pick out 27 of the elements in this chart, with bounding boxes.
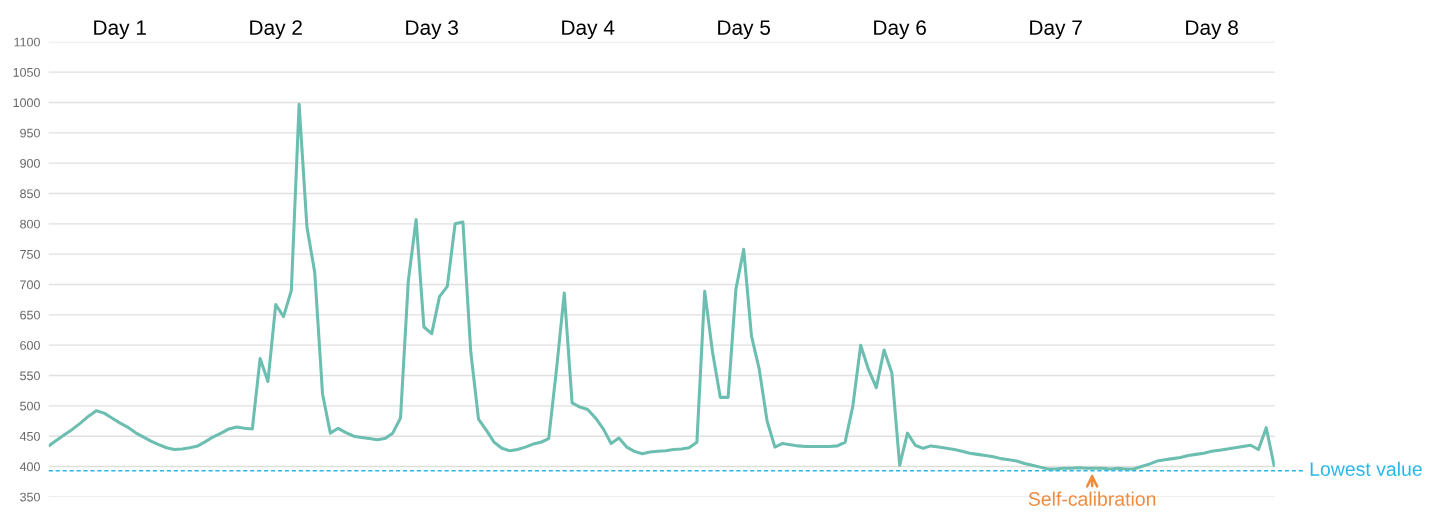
x-tick-label: Day 6 xyxy=(874,20,926,40)
y-tick-label: 750 xyxy=(20,249,40,259)
y-tick-label: 950 xyxy=(20,128,40,138)
annotation: Self-calibration xyxy=(1028,491,1156,506)
y-tick-label: 350 xyxy=(20,492,40,502)
y-tick-label: 600 xyxy=(20,340,40,350)
y-tick-label: 550 xyxy=(20,371,40,381)
y-tick-label: 500 xyxy=(20,401,40,411)
ref-line-label: Lowest value xyxy=(1310,461,1422,476)
y-tick-label: 400 xyxy=(19,462,40,472)
y-tick-label: 900 xyxy=(20,158,40,168)
y-tick-label: 450 xyxy=(19,431,40,441)
line-series xyxy=(48,102,1275,471)
x-tick-label: Day 1 xyxy=(94,20,146,40)
y-tick-label: 1100 xyxy=(14,37,40,47)
x-tick-label: Day 5 xyxy=(718,20,771,40)
x-tick-label: Day 8 xyxy=(1186,20,1238,40)
y-tick-label: 1050 xyxy=(13,67,40,77)
y-tick-label: 850 xyxy=(20,189,40,199)
y-tick-label: 650 xyxy=(20,310,40,320)
y-tick-label: 800 xyxy=(20,219,40,229)
y-tick-label: 700 xyxy=(20,280,40,290)
x-tick-label: Day 3 xyxy=(406,20,458,40)
x-tick-label: Day 2 xyxy=(250,20,302,40)
y-tick-label: 1000 xyxy=(13,98,40,108)
x-tick-label: Day 7 xyxy=(1030,20,1082,40)
x-tick-label: Day 4 xyxy=(562,20,615,40)
